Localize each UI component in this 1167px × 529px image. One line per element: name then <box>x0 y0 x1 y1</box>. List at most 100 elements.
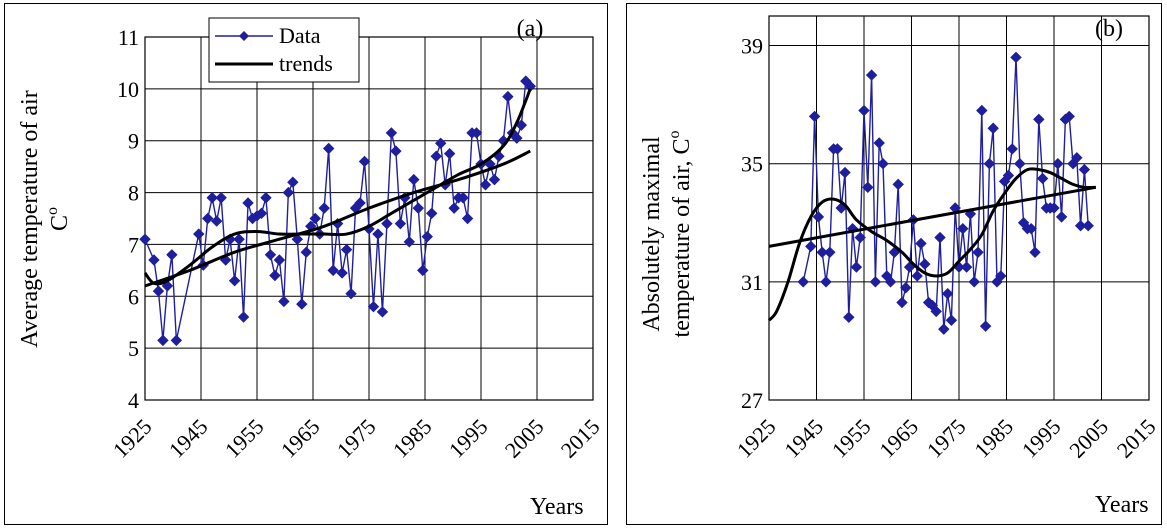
x-tick-label: 2005 <box>1064 414 1113 463</box>
data-point-marker <box>839 166 851 179</box>
data-point-marker <box>385 127 398 139</box>
data-point-marker <box>1074 220 1087 232</box>
data-point-marker <box>228 275 241 287</box>
data-point-marker <box>1002 169 1015 182</box>
data-point-marker <box>1033 113 1045 126</box>
data-point-marker <box>322 142 335 155</box>
y-axis-title: Absolutely maximal temperature of air, Co <box>639 131 695 338</box>
data-point-marker <box>157 334 169 347</box>
chart-panel-b: 27 31 35 39 1925 1945 1955 1965 1975 1985 1995 2005… <box>626 3 1162 525</box>
data-point-marker <box>812 211 825 223</box>
data-point-marker <box>502 90 514 103</box>
y-tick-label: 9 <box>128 129 139 154</box>
trend-line <box>144 149 531 288</box>
data-point-marker <box>264 249 277 261</box>
y-axis-title: Average temperature of air Co <box>17 90 73 347</box>
y-axis-unit: C <box>47 215 73 231</box>
y-axis-title-line2: Co <box>44 207 73 231</box>
legend-entry-trends: trends <box>279 51 333 76</box>
data-point-marker <box>408 173 420 186</box>
legend-entry-data: Data <box>279 23 321 48</box>
x-tick-label: 2015 <box>1112 414 1161 463</box>
data-point-marker <box>1025 222 1037 235</box>
y-tick-label: 6 <box>128 284 139 309</box>
y-axis-unit-superscript: o <box>44 207 61 215</box>
y-tick-label: 5 <box>128 336 139 361</box>
data-point-marker <box>376 306 389 318</box>
data-point-marker <box>957 222 969 235</box>
data-point-marker <box>426 207 438 220</box>
data-point-marker <box>831 143 844 155</box>
y-axis-title-line2: temperature of air, Co <box>666 131 695 338</box>
data-point-marker <box>1010 51 1022 64</box>
data-point-marker <box>430 150 442 162</box>
data-point-marker <box>808 110 821 123</box>
panel-label: (b) <box>1095 16 1123 42</box>
data-point-marker <box>282 186 295 199</box>
data-point-marker <box>170 334 183 347</box>
data-point-marker <box>979 320 992 332</box>
x-tick-label: 1945 <box>779 414 828 463</box>
data-point-marker <box>972 246 984 259</box>
data-point-marker <box>417 264 429 277</box>
data-point-marker <box>930 305 942 318</box>
data-point-marker <box>443 147 456 160</box>
data-point-marker <box>367 300 380 313</box>
plot-area-frame <box>144 36 594 401</box>
data-point-marker <box>260 192 272 204</box>
data-point-marker <box>862 181 874 194</box>
data-point-marker <box>824 246 836 259</box>
data-point-marker <box>877 157 889 170</box>
data-point-marker <box>987 122 999 134</box>
data-point-marker <box>148 254 160 266</box>
plot-area-frame <box>768 15 1150 401</box>
data-point-marker <box>896 296 908 309</box>
data-point-marker <box>412 202 424 214</box>
data-point-marker <box>968 276 980 288</box>
y-tick-label: 27 <box>741 388 763 413</box>
data-point-marker <box>911 270 923 282</box>
data-point-marker <box>869 276 882 288</box>
data-point-marker <box>511 132 523 144</box>
data-point-marker <box>206 192 218 204</box>
y-tick-label: 11 <box>118 25 139 50</box>
panel-label: (a) <box>517 16 544 42</box>
data-point-marker <box>1029 246 1041 259</box>
data-point-marker <box>820 276 832 288</box>
data-point-marker <box>488 173 501 186</box>
data-point-marker <box>934 231 946 244</box>
data-point-marker <box>854 231 866 244</box>
x-tick-label: 1985 <box>969 414 1018 463</box>
data-point-marker <box>372 228 384 240</box>
data-point-marker <box>300 246 312 258</box>
data-point-marker <box>434 137 447 150</box>
data-point-marker <box>381 217 393 230</box>
data-point-marker <box>340 243 353 256</box>
data-point-marker <box>242 197 254 209</box>
data-point-marker <box>858 104 870 117</box>
data-point-marker <box>1052 157 1064 170</box>
y-axis-title-line1: Absolutely maximal <box>639 136 665 332</box>
y-tick-label: 31 <box>741 270 763 295</box>
y-tick-label: 7 <box>128 232 139 257</box>
legend-box <box>208 17 360 83</box>
data-point-marker <box>941 287 954 300</box>
data-point-marker <box>273 254 286 266</box>
data-point-marker <box>358 155 371 168</box>
data-point-marker <box>1048 202 1060 214</box>
data-point-marker <box>884 276 897 288</box>
data-point-marker <box>215 192 227 204</box>
y-axis-title-line1: Average temperature of air <box>17 90 43 347</box>
data-point-marker <box>237 311 250 323</box>
data-point-marker <box>354 197 366 209</box>
data-point-marker <box>448 202 460 214</box>
series-data-line <box>144 79 531 341</box>
data-point-marker <box>797 276 809 288</box>
y-tick-label: 4 <box>128 388 139 413</box>
chart-b-svg: 27 31 35 39 19251945195519651975198519952005… <box>639 15 1161 518</box>
data-point-marker <box>1055 211 1068 223</box>
data-point-marker <box>390 145 402 157</box>
data-point-marker <box>421 230 433 243</box>
data-point-marker <box>255 207 268 220</box>
